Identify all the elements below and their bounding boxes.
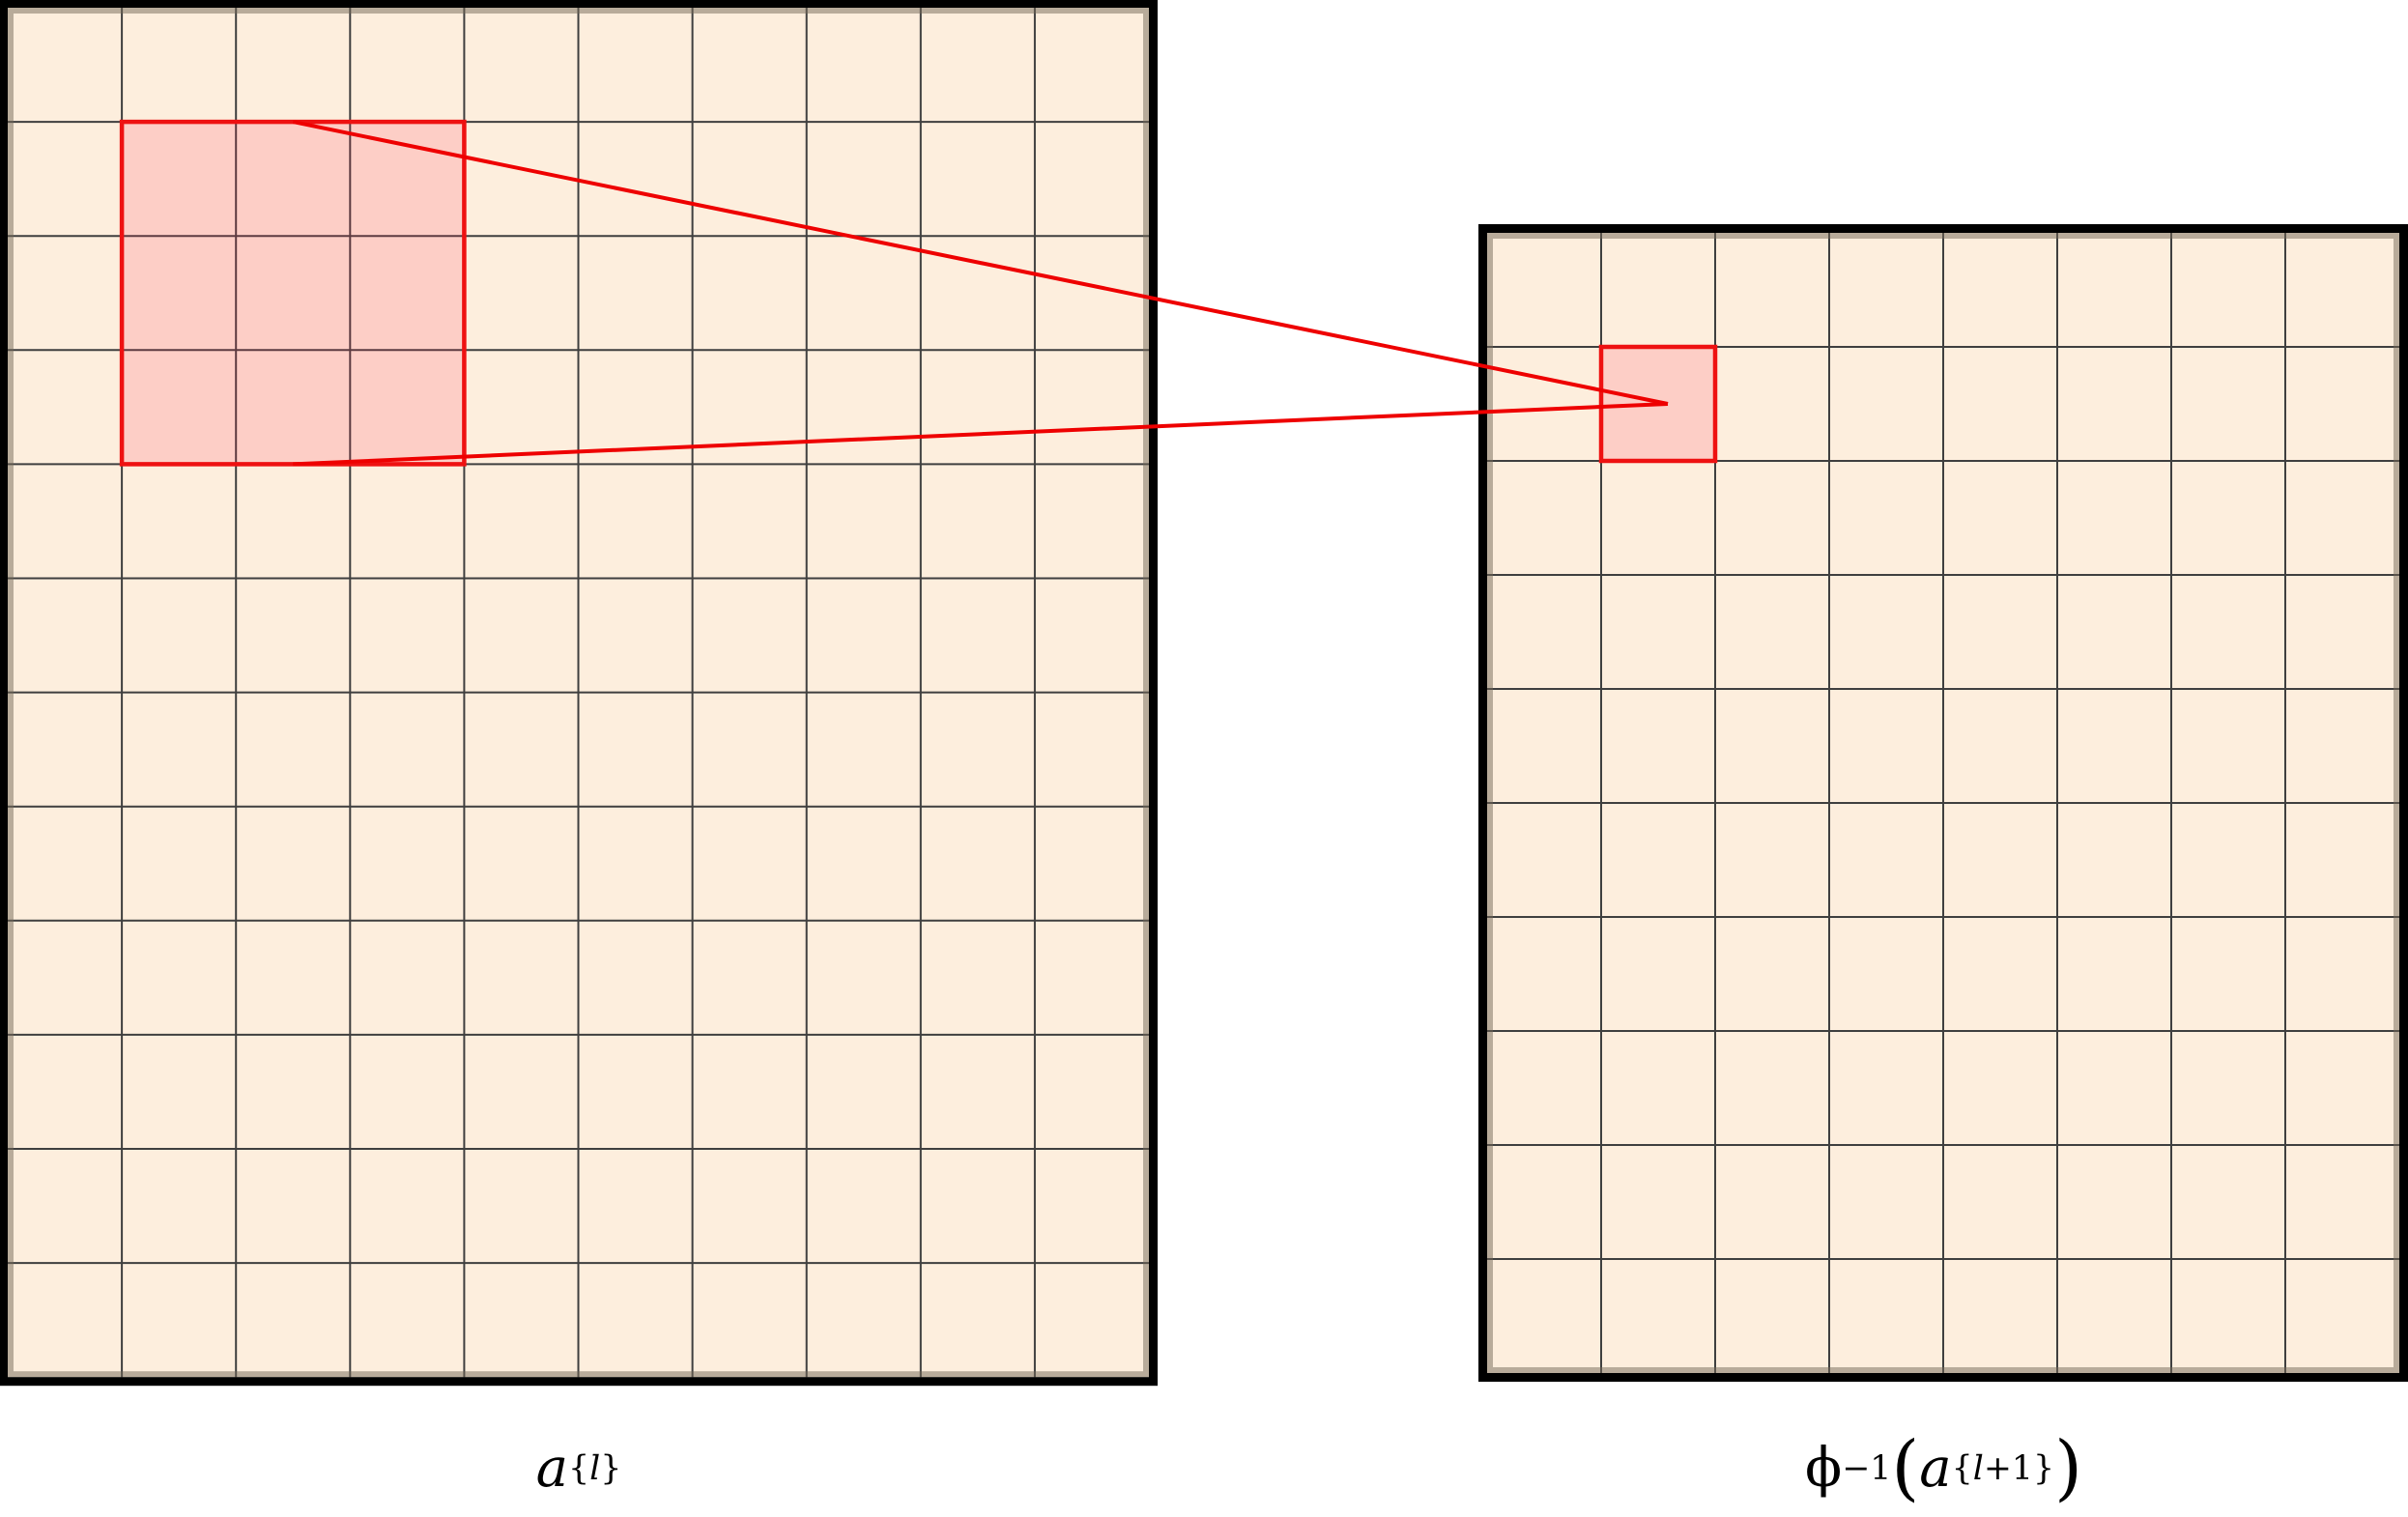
left-inner-shadow	[8, 8, 1149, 1378]
left-grid-lines	[8, 8, 1149, 1378]
label-left-base: a	[535, 1437, 569, 1500]
label-a-l: a {l}	[0, 1424, 1158, 1513]
label-right-base: a	[1919, 1437, 1952, 1500]
right-inner-shadow	[1487, 233, 2399, 1373]
label-phi-inverse-a-l-plus-1: ϕ −1(a {l+1})	[1479, 1424, 2408, 1513]
right-outer-border	[1478, 224, 2408, 1382]
label-right-sup-plus: +1	[1983, 1449, 2034, 1488]
label-right-open-paren: (	[1891, 1426, 1920, 1510]
label-right-sup-open-brace: {	[1951, 1449, 1973, 1488]
label-left-sup-open-brace: {	[568, 1449, 590, 1488]
projection-line-top	[292, 120, 1669, 406]
label-right-sup-var: l	[1972, 1449, 1984, 1488]
label-left-sup-var: l	[589, 1449, 601, 1488]
right-grid-lines	[1487, 233, 2399, 1373]
label-right-phi: ϕ	[1805, 1437, 1843, 1500]
label-left-sup-close-brace: }	[600, 1449, 622, 1488]
projection-line-bottom	[293, 402, 1669, 467]
left-outer-border	[0, 0, 1158, 1387]
label-right-exponent: −1	[1842, 1449, 1892, 1488]
label-right-sup-close-brace: }	[2033, 1449, 2055, 1488]
left-receptive-field-highlight	[119, 119, 467, 467]
label-right-close-paren: )	[2054, 1426, 2082, 1510]
